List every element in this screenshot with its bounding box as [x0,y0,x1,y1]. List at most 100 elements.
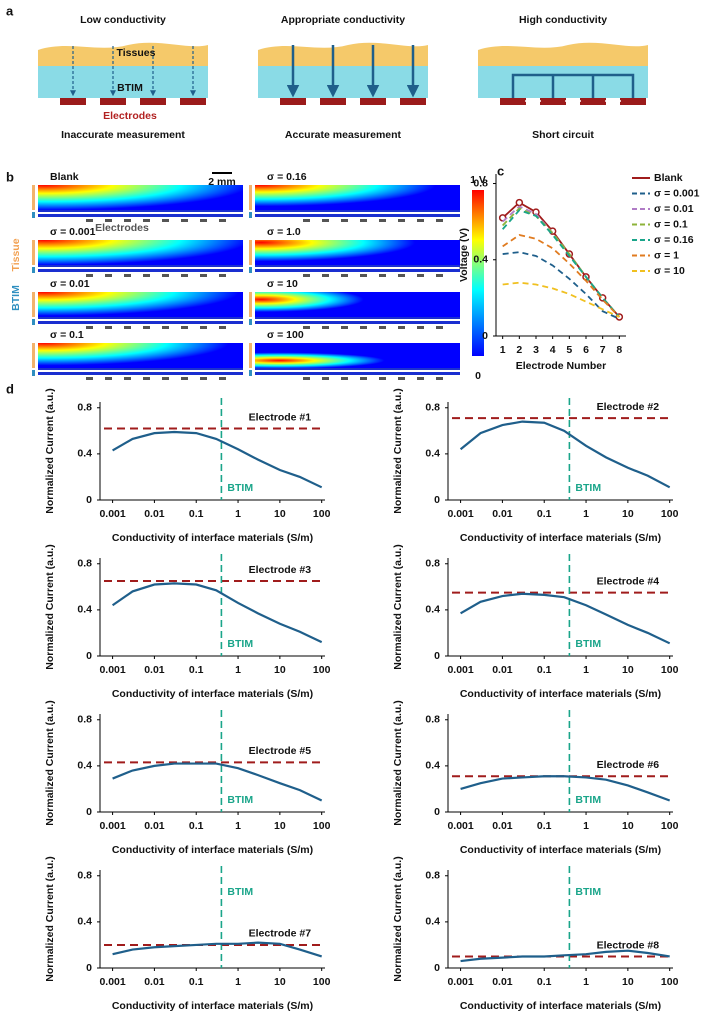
short-path [511,73,635,98]
scenario-title: High conductivity [519,14,607,26]
x-tick-label: 0.01 [144,976,165,988]
map-label: σ = 0.1 [50,329,84,341]
map-label: σ = 0.001 [50,226,96,238]
map-electrode [417,274,424,277]
map-electrode [322,377,329,380]
x-tick-label: 10 [622,976,634,988]
map-btim [38,214,243,217]
x-tick-label: 0.001 [447,976,473,988]
electrode [320,98,346,105]
y-tick-label: 0.4 [425,760,440,772]
x-tick-label: 8 [616,344,622,356]
x-tick-label: 100 [313,664,331,676]
x-axis-label: Conductivity of interface materials (S/m… [112,688,313,700]
x-tick-label: 7 [600,344,606,356]
y-axis-label: Normalized Current (a.u.) [44,700,56,825]
x-tick-label: 0.1 [189,820,204,832]
tissue-layer [258,42,428,66]
x-tick-label: 100 [661,820,679,832]
y-axis-label: Normalized Current (a.u.) [44,856,56,981]
y-tick-label: 0 [434,494,440,506]
tissue-bar [32,185,35,210]
map-btim [255,214,460,217]
field-map [38,185,243,210]
map-btim [255,372,460,375]
btim-label: BTIM [227,886,253,898]
field-map [255,343,460,368]
y-tick-label: 0.8 [77,714,92,726]
y-tick-label: 0.4 [77,604,92,616]
electrodes-label: Electrodes [103,110,157,122]
electrode-annotation: Electrode #7 [249,928,312,940]
y-tick-label: 0.8 [77,558,92,570]
map-electrode [341,377,348,380]
scenario-caption: Inaccurate measurement [61,129,185,141]
x-tick-label: 0.01 [492,820,513,832]
electrode-annotation: Electrode #1 [249,411,312,423]
y-tick-label: 0.8 [77,402,92,414]
y-tick-label: 0 [434,806,440,818]
btim-label: BTIM [227,794,253,806]
x-tick-label: 6 [583,344,589,356]
x-tick-label: 0.1 [537,820,552,832]
map-electrode [200,274,207,277]
y-tick-label: 0 [434,650,440,662]
map-electrode [181,326,188,329]
y-tick-label: 0 [86,962,92,974]
x-tick-label: 0.01 [492,976,513,988]
x-tick-label: 0.01 [492,664,513,676]
series-line [111,582,323,644]
series-line [460,949,670,963]
series-line [112,941,323,958]
map-btim [255,269,460,272]
x-tick-label: 1 [583,820,589,832]
tissue-bar [249,185,252,210]
map-electrode [303,274,310,277]
map-electrode [124,326,131,329]
x-tick-label: 0.1 [537,508,552,520]
map-electrode [105,274,112,277]
x-axis-label: Conductivity of interface materials (S/m… [112,532,313,544]
map-btim [255,321,460,324]
y-tick-label: 0.4 [473,254,488,266]
map-electrode [379,274,386,277]
map-electrode [322,274,329,277]
map-btim [38,269,243,272]
map-electrode [417,219,424,222]
x-tick-label: 10 [622,664,634,676]
x-tick-label: 0.001 [99,508,125,520]
map-electrode [143,377,150,380]
electrode [140,98,166,105]
x-tick-label: 2 [516,344,522,356]
y-tick-label: 0.4 [77,448,92,460]
map-electrode [124,219,131,222]
btim-label: BTIM [227,638,253,650]
map-electrode [341,326,348,329]
map-bottom [38,368,243,370]
map-bottom [38,210,243,212]
x-tick-label: 0.01 [144,664,165,676]
y-tick-label: 0.4 [77,760,92,772]
map-btim [38,321,243,324]
x-tick-label: 10 [274,820,286,832]
map-electrode [181,274,188,277]
map-bottom [38,317,243,319]
map-label: Blank [50,171,79,183]
panel-label: c [497,163,504,178]
btim-bar [32,319,35,325]
btim-layer [38,66,208,98]
y-axis-label: Normalized Current (a.u.) [392,388,404,513]
x-tick-label: 0.01 [144,820,165,832]
x-tick-label: 1 [235,976,241,988]
x-tick-label: 10 [622,508,634,520]
map-electrode [379,326,386,329]
map-electrode [436,219,443,222]
colorbar-min: 0 [475,370,481,382]
field-map [255,185,460,210]
map-electrode [105,219,112,222]
map-electrode [436,274,443,277]
x-tick-label: 0.1 [537,664,552,676]
map-electrode [398,274,405,277]
electrode-annotation: Electrode #6 [597,759,660,771]
